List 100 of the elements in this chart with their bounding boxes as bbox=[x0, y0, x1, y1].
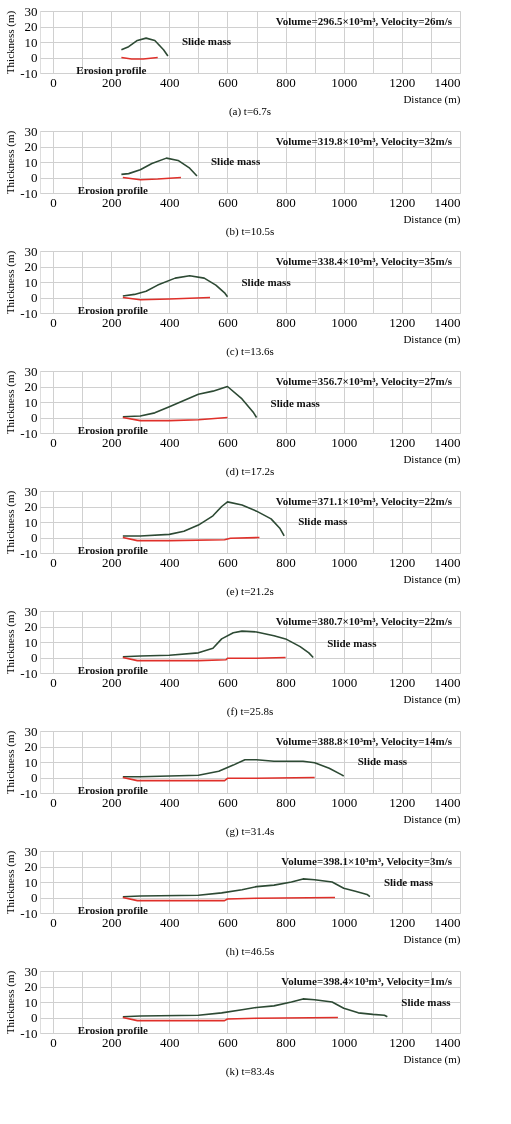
x-axis-title: Distance (m) bbox=[403, 932, 461, 946]
y-axis-title: Thickness (m) bbox=[4, 10, 18, 75]
line-series bbox=[120, 37, 169, 57]
y-tick-label: -10 bbox=[20, 1025, 38, 1041]
y-tick-label: 30 bbox=[24, 483, 38, 499]
line-series bbox=[122, 275, 229, 298]
y-tick-label: 20 bbox=[24, 739, 38, 754]
y-tick-label: -10 bbox=[20, 785, 38, 801]
y-tick-label: 0 bbox=[31, 770, 38, 785]
y-tick-label: -10 bbox=[20, 425, 38, 441]
line-series bbox=[122, 878, 371, 898]
y-axis-title: Thickness (m) bbox=[4, 850, 18, 915]
x-tick-label: 1400 bbox=[434, 314, 461, 330]
x-tick-label: 800 bbox=[276, 434, 296, 450]
x-tick-label: 600 bbox=[218, 74, 238, 90]
series-label: Slide mass bbox=[357, 754, 408, 767]
annotation: Volume=338.4×10³m³, Velocity=35m/s bbox=[275, 255, 453, 267]
y-tick-label: 30 bbox=[24, 363, 38, 379]
x-tick-label: 600 bbox=[218, 554, 238, 570]
y-tick-label: 30 bbox=[24, 243, 38, 259]
x-tick-label: 600 bbox=[218, 314, 238, 330]
x-tick-label: 1400 bbox=[434, 914, 461, 930]
x-axis-title: Distance (m) bbox=[403, 1052, 461, 1066]
series-label: Slide mass bbox=[270, 396, 321, 409]
x-tick-label: 800 bbox=[276, 554, 296, 570]
annotation: Volume=380.7×10³m³, Velocity=22m/s bbox=[275, 615, 453, 627]
x-tick-label: 1200 bbox=[389, 1034, 416, 1050]
x-tick-label: 1200 bbox=[389, 74, 416, 90]
x-tick-label: 0 bbox=[50, 194, 57, 210]
y-tick-label: 0 bbox=[31, 170, 38, 185]
x-tick-label: 400 bbox=[160, 794, 180, 810]
y-tick-label: 10 bbox=[24, 874, 38, 890]
x-tick-label: 1200 bbox=[389, 194, 416, 210]
text: (d) t=17.2s bbox=[225, 465, 275, 478]
x-tick-label: 400 bbox=[160, 314, 180, 330]
annotation: Volume=398.4×10³m³, Velocity=1m/s bbox=[281, 975, 453, 987]
text: (b) t=10.5s bbox=[225, 225, 275, 238]
series-label: Erosion profile bbox=[77, 423, 149, 436]
series-label: Erosion profile bbox=[77, 663, 149, 676]
y-axis-title: Thickness (m) bbox=[4, 610, 18, 675]
x-tick-label: 1400 bbox=[434, 194, 461, 210]
x-tick-label: 1000 bbox=[331, 194, 358, 210]
x-tick-label: 1400 bbox=[434, 794, 461, 810]
series-label: Erosion profile bbox=[76, 63, 147, 76]
y-tick-label: 0 bbox=[31, 410, 38, 425]
x-tick-label: 600 bbox=[218, 794, 238, 810]
x-tick-label: 1000 bbox=[331, 674, 358, 690]
x-tick-label: 1200 bbox=[389, 554, 416, 570]
x-tick-label: 0 bbox=[50, 434, 57, 450]
y-tick-label: 10 bbox=[24, 514, 38, 530]
x-axis-title: Distance (m) bbox=[403, 572, 461, 586]
x-tick-label: 1000 bbox=[331, 434, 358, 450]
y-tick-label: 10 bbox=[24, 34, 38, 50]
annotation: Volume=356.7×10³m³, Velocity=27m/s bbox=[275, 375, 453, 387]
x-tick-label: 600 bbox=[218, 434, 238, 450]
y-tick-label: 10 bbox=[24, 154, 38, 170]
y-tick-label: 10 bbox=[24, 994, 38, 1010]
series-label: Slide mass bbox=[327, 636, 378, 649]
x-tick-label: 1000 bbox=[331, 914, 358, 930]
y-axis-title: Thickness (m) bbox=[4, 250, 18, 315]
y-tick-label: 30 bbox=[24, 603, 38, 619]
annotation: Volume=388.8×10³m³, Velocity=14m/s bbox=[275, 735, 453, 747]
y-tick-label: -10 bbox=[20, 65, 38, 81]
line-series bbox=[120, 157, 198, 177]
x-tick-label: 800 bbox=[276, 794, 296, 810]
x-tick-label: 1200 bbox=[389, 434, 416, 450]
line-series bbox=[122, 998, 389, 1018]
y-tick-label: 0 bbox=[31, 290, 38, 305]
x-tick-label: 0 bbox=[50, 794, 57, 810]
x-tick-label: 400 bbox=[160, 914, 180, 930]
y-tick-label: -10 bbox=[20, 545, 38, 561]
y-tick-label: 20 bbox=[24, 619, 38, 634]
x-tick-label: 600 bbox=[218, 194, 238, 210]
x-tick-label: 1400 bbox=[434, 74, 461, 90]
x-tick-label: 400 bbox=[160, 74, 180, 90]
series-label: Slide mass bbox=[210, 154, 261, 167]
line-series bbox=[122, 630, 315, 659]
x-tick-label: 0 bbox=[50, 314, 57, 330]
y-tick-label: -10 bbox=[20, 665, 38, 681]
x-axis-title: Distance (m) bbox=[403, 692, 461, 706]
x-tick-label: 1400 bbox=[434, 434, 461, 450]
y-tick-label: 10 bbox=[24, 754, 38, 770]
x-tick-label: 600 bbox=[218, 674, 238, 690]
x-tick-label: 1000 bbox=[331, 74, 358, 90]
series-label: Erosion profile bbox=[77, 783, 149, 796]
y-tick-label: 20 bbox=[24, 859, 38, 874]
series-label: Slide mass bbox=[241, 275, 292, 288]
series-label: Erosion profile bbox=[77, 183, 149, 196]
y-tick-label: 30 bbox=[24, 843, 38, 859]
x-tick-label: 0 bbox=[50, 1034, 57, 1050]
x-tick-label: 0 bbox=[50, 554, 57, 570]
series-label: Slide mass bbox=[383, 875, 434, 888]
x-tick-label: 0 bbox=[50, 74, 57, 90]
annotation: Volume=371.1×10³m³, Velocity=22m/s bbox=[275, 495, 453, 507]
y-axis-title: Thickness (m) bbox=[4, 970, 18, 1035]
line-series bbox=[122, 758, 345, 778]
y-tick-label: 20 bbox=[24, 499, 38, 514]
y-tick-label: 0 bbox=[31, 890, 38, 905]
x-tick-label: 800 bbox=[276, 914, 296, 930]
x-axis-title: Distance (m) bbox=[403, 812, 461, 826]
